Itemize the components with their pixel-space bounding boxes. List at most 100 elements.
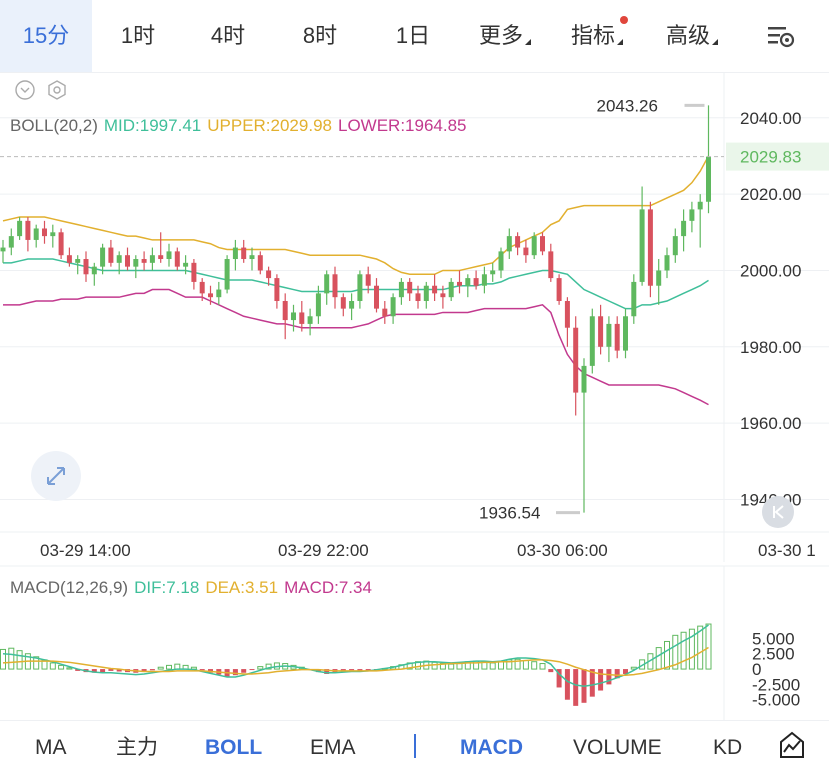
macd-histogram-bar [489, 662, 496, 670]
last-price-badge [726, 142, 829, 171]
candle-body [58, 232, 64, 256]
tab-8h[interactable]: 8时 [302, 23, 338, 48]
notification-dot-icon [620, 16, 628, 24]
boll-label: BOLL(20,2) [10, 116, 98, 135]
tab-separator [414, 734, 416, 758]
macd-histogram-bar [680, 631, 687, 670]
candle-body [174, 251, 180, 267]
jump-to-latest-button[interactable] [762, 496, 794, 528]
tab-kd[interactable]: KD [713, 736, 743, 759]
macd-histogram-bar [514, 658, 521, 670]
candle-body [506, 236, 512, 252]
candle-body [581, 365, 587, 393]
macd-histogram-bar [623, 669, 628, 674]
candle-body [631, 281, 637, 317]
last-price-label: 2029.83 [740, 148, 801, 167]
tab-more-dropdown[interactable]: 更多 [470, 0, 540, 72]
candle-body [25, 220, 31, 240]
macd-histogram-bar [340, 669, 346, 671]
candle-body [432, 285, 438, 294]
candle-body [382, 308, 388, 317]
candle-body [656, 270, 662, 286]
macd-histogram-bar [522, 659, 529, 670]
macd-histogram-bar [614, 669, 620, 679]
candle-body [473, 278, 479, 286]
macd-histogram-bar [232, 669, 238, 676]
candle-body [697, 201, 703, 210]
candle-body [291, 312, 296, 321]
candle-body [598, 316, 604, 347]
macd-histogram-bar [315, 669, 321, 673]
macd-histogram-bar [49, 662, 56, 670]
candle-body [282, 301, 288, 321]
tab-advanced-dropdown[interactable]: 高级 [654, 0, 730, 72]
candle-body [639, 209, 645, 282]
macd-histogram-bar [672, 634, 679, 670]
candle-body [614, 323, 620, 351]
tab-1h[interactable]: 1时 [120, 23, 156, 48]
candle-body [125, 255, 130, 267]
candle-body [257, 255, 263, 271]
tab-main-force[interactable]: 主力 [116, 736, 158, 759]
chevron-down-circle-icon[interactable] [14, 79, 36, 101]
macd-axis-label: 0 [752, 660, 761, 679]
candle-body [141, 259, 147, 263]
candle-body [573, 327, 579, 393]
macd-histogram-bar [116, 669, 122, 672]
macd-histogram-bar [655, 647, 662, 670]
price-axis-label: 2040.00 [740, 109, 801, 128]
candle-body [0, 247, 6, 252]
macd-histogram-bar [431, 661, 438, 670]
macd-histogram-bar [0, 648, 6, 670]
candle-body [191, 262, 197, 282]
macd-histogram-bar [349, 669, 355, 671]
candle-body [564, 301, 570, 328]
macd-axis-label: 2.500 [752, 645, 795, 664]
macd-histogram-bar [58, 664, 65, 670]
candle-body [664, 255, 670, 271]
hexagon-settings-icon[interactable] [46, 79, 68, 101]
macd-histogram-bar [75, 669, 81, 671]
candle-body [606, 323, 612, 347]
candle-body [457, 281, 462, 286]
tab-ema[interactable]: EMA [310, 736, 356, 759]
candle-body [100, 247, 106, 267]
tab-ma[interactable]: MA [35, 736, 67, 759]
tab-macd[interactable]: MACD [460, 736, 523, 759]
candle-body [365, 274, 371, 286]
tab-15m[interactable]: 15分 [0, 0, 92, 72]
candle-body [33, 228, 39, 240]
boll-lower-value: LOWER:1964.85 [337, 116, 467, 135]
tab-volume[interactable]: VOLUME [573, 736, 662, 759]
time-axis-label: 03-30 1 [758, 541, 816, 560]
candle-body [490, 270, 496, 275]
candle-body [448, 281, 454, 298]
price-axis-label: 1980.00 [740, 338, 801, 357]
candle-body [216, 289, 222, 298]
macd-histogram-bar [564, 669, 570, 700]
candle-body [349, 301, 355, 309]
candle-body [116, 255, 122, 263]
candle-body [540, 236, 545, 252]
macd-histogram-bar [108, 669, 114, 671]
candle-body [374, 285, 379, 309]
macd-histogram-bar [606, 669, 612, 685]
macd-histogram-bar [589, 669, 595, 697]
macd-histogram-bar [8, 647, 15, 670]
macd-axis-label: -5.000 [752, 691, 800, 710]
candle-body [689, 209, 695, 221]
price-chart[interactable]: 2040.002020.002000.001980.001960.001940.… [0, 72, 829, 720]
tab-4h[interactable]: 4时 [210, 23, 246, 48]
expand-button[interactable] [31, 451, 81, 501]
tab-1d[interactable]: 1日 [395, 23, 431, 48]
macd-histogram-bar [16, 650, 23, 670]
tab-boll[interactable]: BOLL [205, 736, 263, 759]
tab-indicators-dropdown[interactable]: 指标 [562, 0, 632, 72]
chart-settings-icon[interactable] [760, 18, 800, 54]
timeframe-toolbar: 15分 1时 4时 8时 1日 更多 指标 高级 [0, 0, 829, 73]
candle-body [66, 255, 72, 263]
candle-body [531, 236, 537, 256]
price-axis-label: 1960.00 [740, 414, 801, 433]
drawing-tool-icon[interactable] [776, 730, 808, 762]
candle-body [481, 274, 487, 286]
